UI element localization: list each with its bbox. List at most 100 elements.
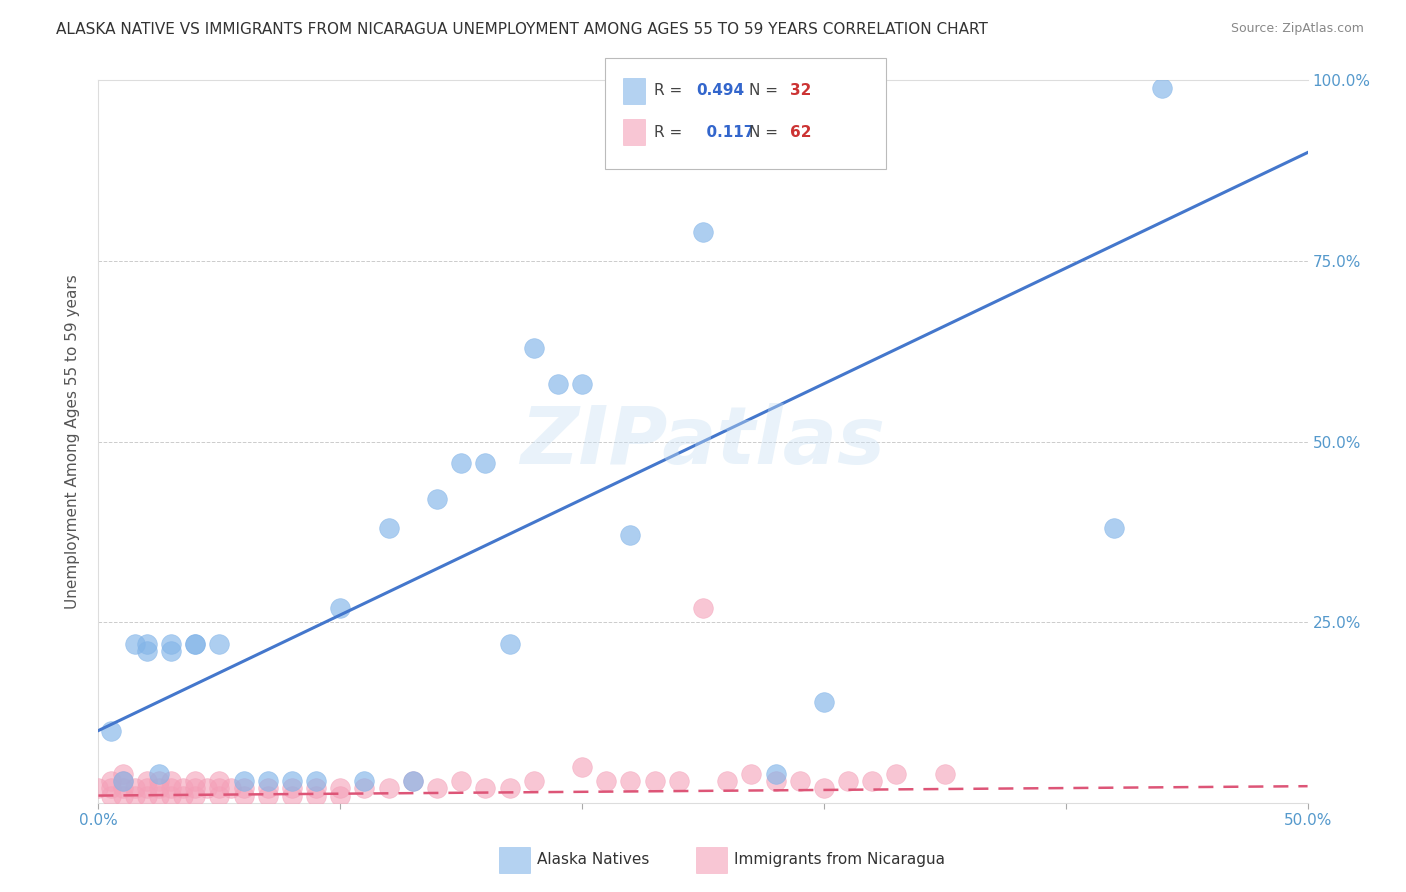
Point bbox=[692, 225, 714, 239]
Point bbox=[353, 774, 375, 789]
Point bbox=[305, 774, 328, 789]
Point bbox=[172, 789, 194, 803]
Point bbox=[281, 789, 304, 803]
Point bbox=[111, 789, 134, 803]
Point bbox=[100, 774, 122, 789]
Point bbox=[934, 767, 956, 781]
Point bbox=[1102, 521, 1125, 535]
Point bbox=[860, 774, 883, 789]
Point bbox=[281, 781, 304, 796]
Point bbox=[172, 781, 194, 796]
Point bbox=[305, 789, 328, 803]
Point bbox=[256, 789, 278, 803]
Point bbox=[208, 789, 231, 803]
Point bbox=[789, 774, 811, 789]
Point bbox=[377, 521, 399, 535]
Point bbox=[377, 781, 399, 796]
Point bbox=[740, 767, 762, 781]
Point bbox=[221, 781, 243, 796]
Point bbox=[256, 774, 278, 789]
Point bbox=[281, 774, 304, 789]
Point bbox=[208, 781, 231, 796]
Point bbox=[329, 600, 352, 615]
Point bbox=[571, 376, 593, 391]
Point bbox=[160, 637, 183, 651]
Point bbox=[765, 767, 787, 781]
Point bbox=[195, 781, 218, 796]
Point bbox=[329, 781, 352, 796]
Point bbox=[111, 767, 134, 781]
Point bbox=[111, 774, 134, 789]
Text: 0.494: 0.494 bbox=[696, 84, 744, 98]
Point bbox=[692, 600, 714, 615]
Point bbox=[184, 789, 207, 803]
Point bbox=[474, 781, 496, 796]
Point bbox=[644, 774, 666, 789]
Point bbox=[184, 637, 207, 651]
Point bbox=[668, 774, 690, 789]
Text: ALASKA NATIVE VS IMMIGRANTS FROM NICARAGUA UNEMPLOYMENT AMONG AGES 55 TO 59 YEAR: ALASKA NATIVE VS IMMIGRANTS FROM NICARAG… bbox=[56, 22, 988, 37]
Text: Immigrants from Nicaragua: Immigrants from Nicaragua bbox=[734, 853, 945, 867]
Point bbox=[619, 528, 641, 542]
Point bbox=[111, 774, 134, 789]
Point bbox=[160, 774, 183, 789]
Point bbox=[160, 789, 183, 803]
Point bbox=[148, 767, 170, 781]
Text: Alaska Natives: Alaska Natives bbox=[537, 853, 650, 867]
Point bbox=[135, 644, 157, 658]
Point bbox=[837, 774, 859, 789]
Point bbox=[547, 376, 569, 391]
Y-axis label: Unemployment Among Ages 55 to 59 years: Unemployment Among Ages 55 to 59 years bbox=[65, 274, 80, 609]
Point bbox=[160, 644, 183, 658]
Point bbox=[450, 456, 472, 470]
Point bbox=[402, 774, 425, 789]
Point bbox=[256, 781, 278, 796]
Text: N =: N = bbox=[749, 84, 783, 98]
Point bbox=[184, 637, 207, 651]
Point bbox=[100, 723, 122, 738]
Point bbox=[595, 774, 617, 789]
Point bbox=[208, 774, 231, 789]
Point bbox=[498, 637, 520, 651]
Point bbox=[124, 781, 146, 796]
Point bbox=[886, 767, 908, 781]
Point bbox=[135, 637, 157, 651]
Point bbox=[124, 789, 146, 803]
Point bbox=[426, 781, 449, 796]
Point bbox=[160, 781, 183, 796]
Point bbox=[100, 789, 122, 803]
Point bbox=[498, 781, 520, 796]
Point bbox=[329, 789, 352, 803]
Text: R =: R = bbox=[654, 84, 688, 98]
Point bbox=[619, 774, 641, 789]
Point bbox=[232, 789, 254, 803]
Point bbox=[100, 781, 122, 796]
Point bbox=[135, 789, 157, 803]
Text: 0.117: 0.117 bbox=[696, 125, 755, 139]
Point bbox=[305, 781, 328, 796]
Point bbox=[523, 774, 546, 789]
Point bbox=[716, 774, 738, 789]
Point bbox=[1152, 80, 1174, 95]
Point bbox=[426, 492, 449, 507]
Text: Source: ZipAtlas.com: Source: ZipAtlas.com bbox=[1230, 22, 1364, 36]
Text: ZIPatlas: ZIPatlas bbox=[520, 402, 886, 481]
Point bbox=[474, 456, 496, 470]
Point bbox=[232, 781, 254, 796]
Text: R =: R = bbox=[654, 125, 688, 139]
Point bbox=[111, 781, 134, 796]
Point bbox=[124, 637, 146, 651]
Point bbox=[135, 774, 157, 789]
Point bbox=[208, 637, 231, 651]
Text: 62: 62 bbox=[790, 125, 811, 139]
Point bbox=[765, 774, 787, 789]
Point bbox=[450, 774, 472, 789]
Point bbox=[813, 695, 835, 709]
Point bbox=[523, 341, 546, 355]
Point bbox=[232, 774, 254, 789]
Point bbox=[353, 781, 375, 796]
Point bbox=[402, 774, 425, 789]
Point bbox=[148, 774, 170, 789]
Point bbox=[135, 781, 157, 796]
Text: 32: 32 bbox=[790, 84, 811, 98]
